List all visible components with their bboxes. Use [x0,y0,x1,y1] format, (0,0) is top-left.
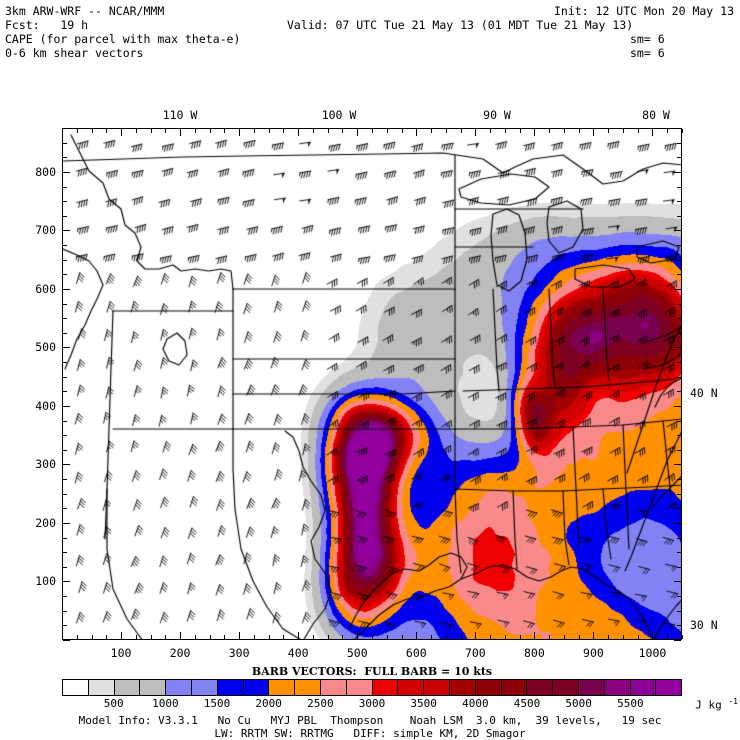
colorbar-swatch [501,680,528,695]
cape-colorbar [62,679,682,696]
colorbar-swatch [527,680,554,695]
init-time-label: Init: 12 UTC Mon 20 May 13 [553,4,734,18]
x-axis-tick-label: 400 [287,646,309,660]
y-axis-tick-label: 100 [35,574,56,589]
latitude-label: 30 N [690,618,718,632]
colorbar-tick-labels: 500 1000 1500 2000 2500 3000 3500 4000 4500 5000 5… [62,697,682,711]
x-axis-tick-label: 800 [523,646,545,660]
colorbar-tick-label: 3500 [410,697,437,710]
longitude-label: 110 W [162,108,198,122]
colorbar-swatch [63,680,89,695]
colorbar-tick-label: 500 [103,697,124,710]
y-axis-tick-label: 800 [35,164,56,179]
plot-frame [62,128,682,640]
model-info-line-1: Model Info: V3.3.1 No Cu MYJ PBL Thompso… [78,714,662,727]
colorbar-swatch [166,680,192,695]
longitude-label: 90 W [483,108,511,122]
colorbar-swatch [578,680,605,695]
colorbar-swatch [449,680,476,695]
model-info-line-2: LW: RRTM SW: RRTMG DIFF: simple KM, 2D S… [214,727,526,740]
colorbar-tick-label: 2000 [255,697,282,710]
forecast-hour-label: Fcst: 19 h [5,18,89,32]
colorbar-swatch [269,680,296,695]
field-title: CAPE (for parcel with max theta-e) [5,32,241,46]
x-axis-tick-label: 200 [169,646,191,660]
colorbar-swatch [398,680,425,695]
colorbar-tick-label: 4000 [462,697,489,710]
colorbar-swatch [604,680,631,695]
latitude-label: 40 N [690,386,718,400]
x-axis-tick-label: 300 [228,646,250,660]
vector-field-title: 0-6 km shear vectors [5,46,144,60]
colorbar-swatch [114,680,141,695]
y-axis-tick-label: 500 [35,340,56,355]
colorbar-swatch [191,680,218,695]
y-axis-tick-label: 400 [35,398,56,413]
axis-ticks-bottom [62,632,683,639]
colorbar-swatch [140,680,167,695]
colorbar-tick-label: 4500 [513,697,541,710]
smoothing-field: sm= 6 [630,32,665,46]
x-axis-tick-label: 700 [464,646,486,660]
colorbar-tick-label: 5000 [565,697,592,710]
x-axis-tick-label: 100 [110,646,132,660]
colorbar-units-label: J kg -1 [695,697,738,712]
y-axis-tick-label: 200 [35,515,56,530]
colorbar-swatch [372,680,399,695]
colorbar-swatch [295,680,321,695]
axis-ticks-top [62,129,683,136]
y-axis-tick-label: 700 [35,223,56,238]
colorbar-tick-label: 1000 [152,697,179,710]
colorbar-tick-label: 5500 [617,697,644,710]
map-plot-area [62,128,683,641]
longitude-label: 80 W [642,108,670,122]
colorbar-tick-label: 1500 [203,697,231,710]
x-axis-tick-label: 500 [346,646,368,660]
model-title: 3km ARW-WRF -- NCAR/MMM [5,4,165,18]
colorbar-swatch [217,680,244,695]
x-axis-tick-label: 600 [405,646,427,660]
longitude-label: 100 W [321,108,357,122]
smoothing-vectors: sm= 6 [630,46,665,60]
colorbar-swatch [243,680,270,695]
x-axis-tick-label: 1000 [638,646,667,660]
x-axis-tick-label: 900 [583,646,604,660]
colorbar-swatch [320,680,347,695]
colorbar-swatch [553,680,579,695]
cape-heatmap-canvas [63,129,681,639]
colorbar-tick-label: 2500 [307,697,334,710]
barb-legend-note: BARB VECTORS: FULL BARB = 10 kts [251,665,493,678]
colorbar-swatch [475,680,502,695]
valid-time-label: Valid: 07 UTC Tue 21 May 13 (01 MDT Tue … [287,18,634,32]
axis-ticks-left [63,128,70,641]
colorbar-swatch [656,680,682,695]
y-axis-tick-label: 300 [35,457,56,472]
colorbar-swatch [424,680,450,695]
colorbar-swatch [630,680,657,695]
colorbar-tick-label: 3000 [358,697,386,710]
y-axis-tick-label: 600 [35,281,56,296]
colorbar-swatch [346,680,373,695]
colorbar-swatch [88,680,115,695]
axis-ticks-right [674,128,681,641]
